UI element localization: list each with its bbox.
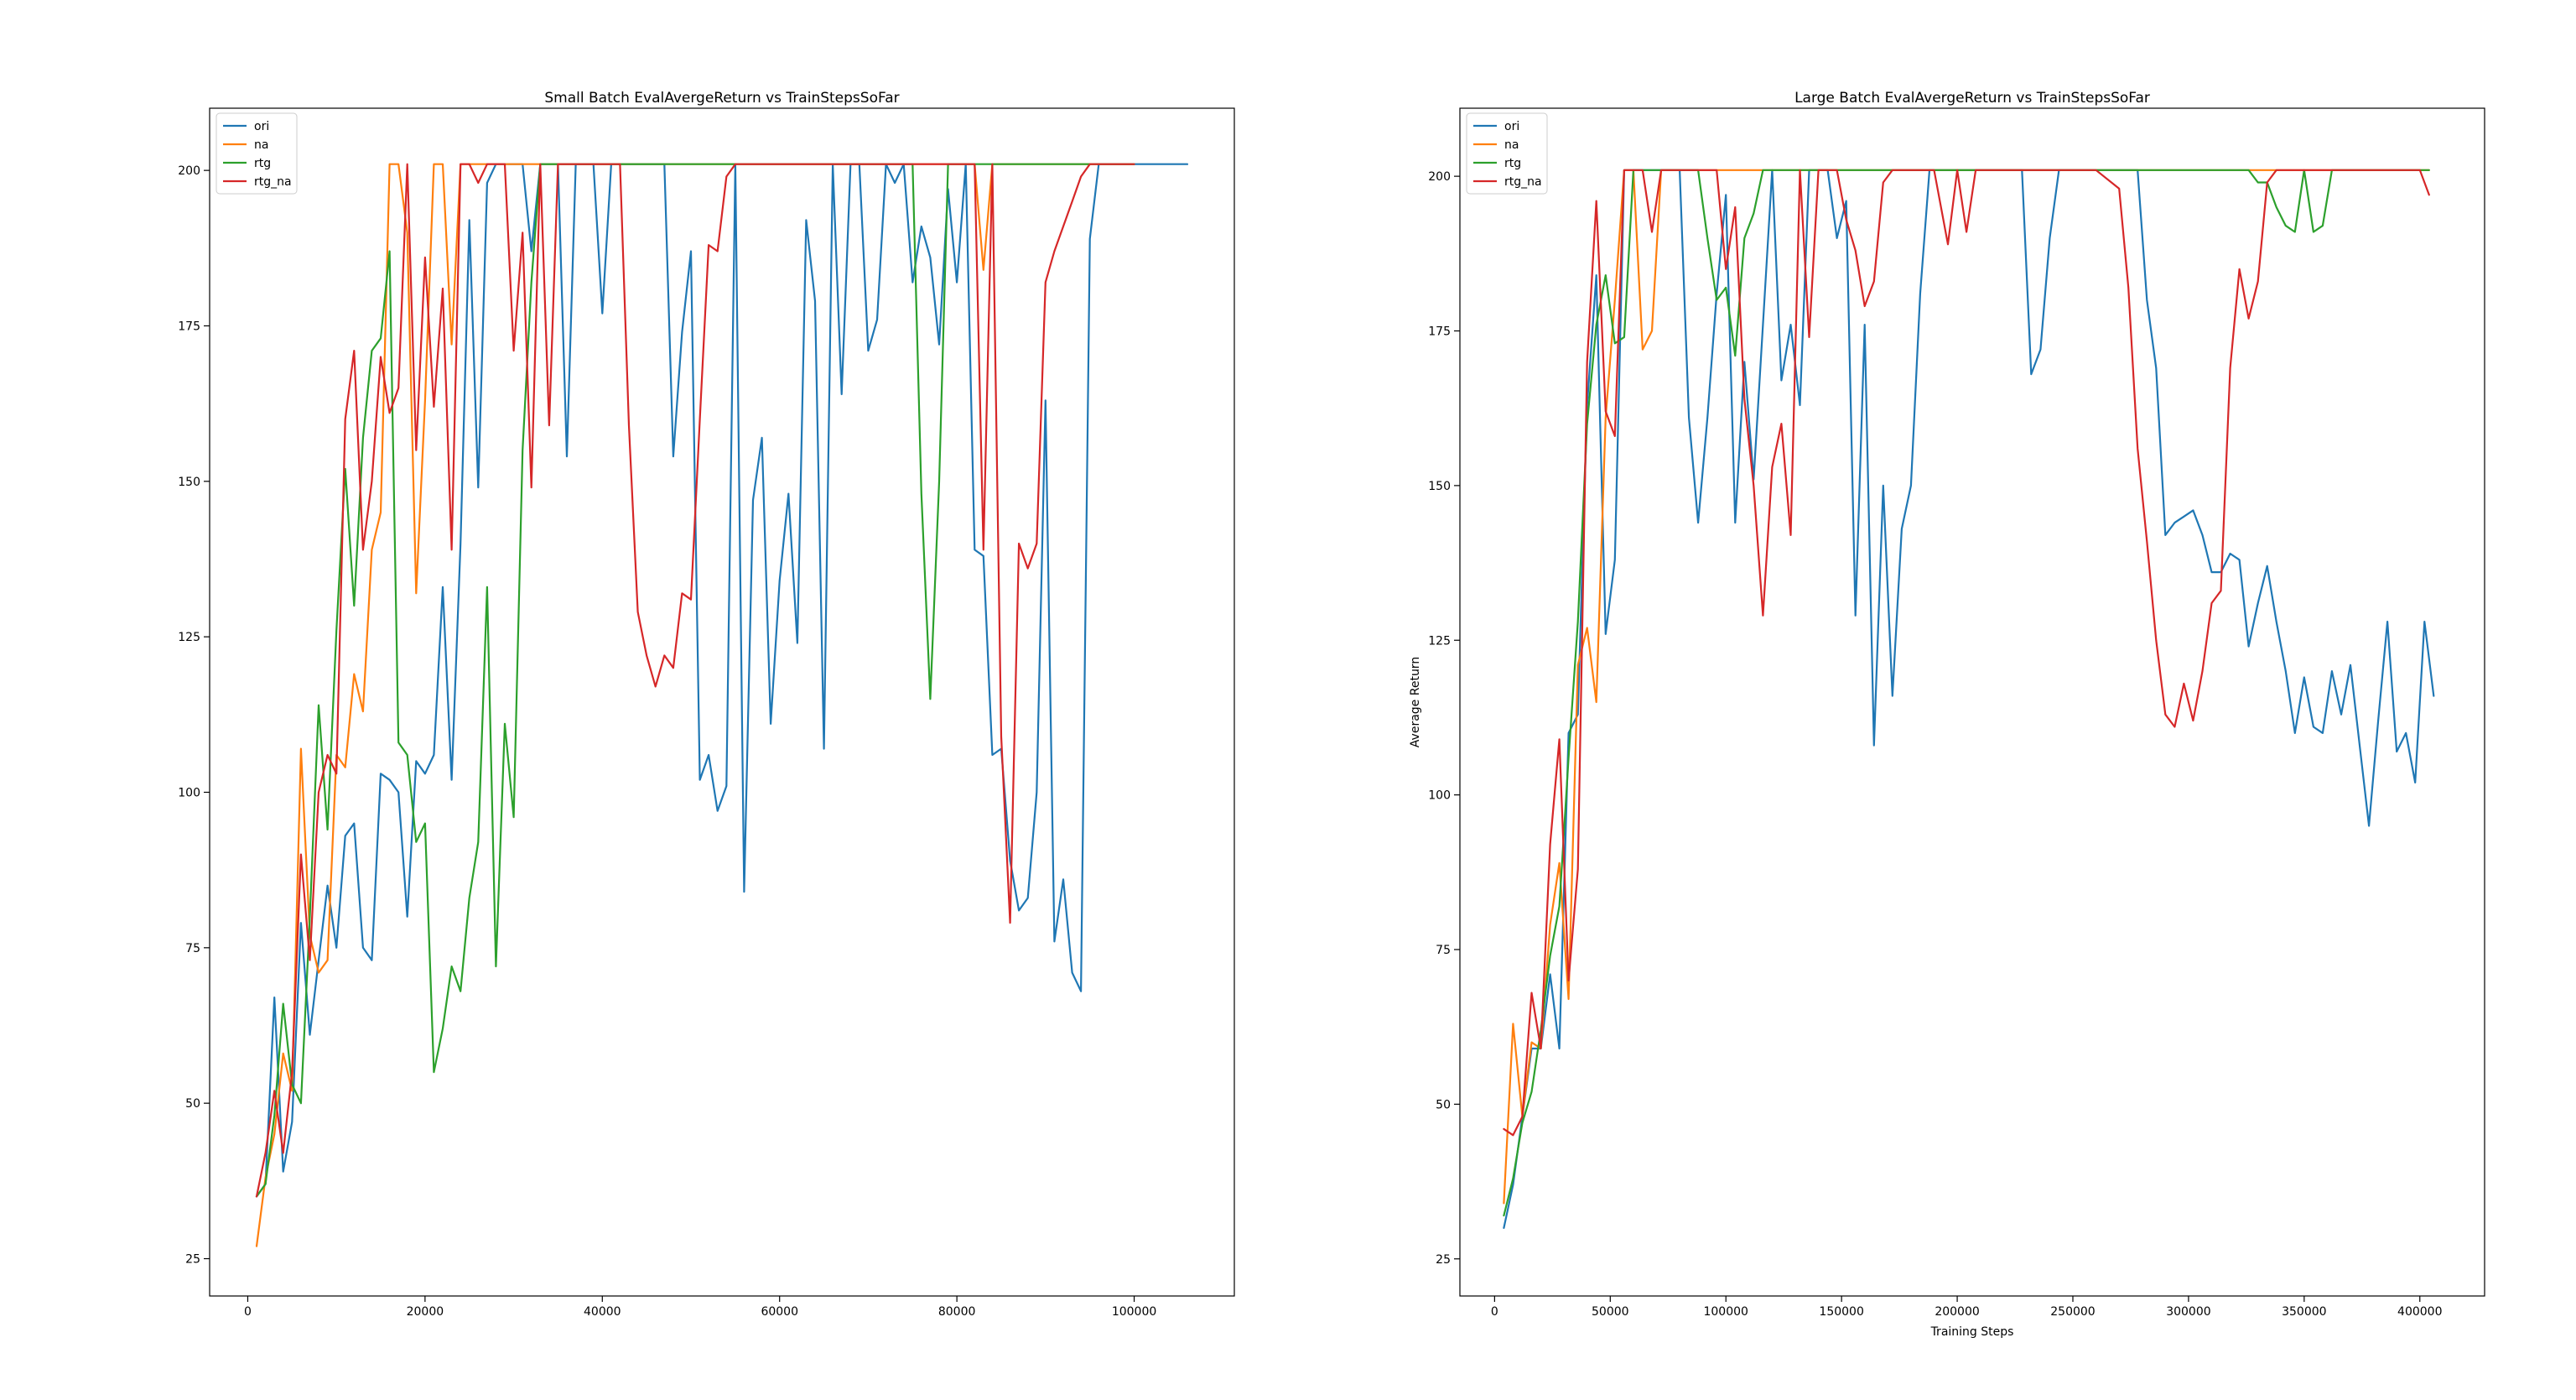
small-batch-y-tick-label: 75 [185, 942, 200, 955]
large-batch-x-tick-label: 300000 [2166, 1305, 2210, 1319]
large-batch-series-rtg-na [1503, 169, 2430, 1137]
small-batch-axes-frame [209, 107, 1235, 1297]
small-batch-x-tick-label: 20000 [407, 1305, 444, 1319]
small-batch-x-tick-label: 40000 [584, 1305, 621, 1319]
large-batch-y-tick-label: 200 [1428, 170, 1451, 184]
small-batch-chart: Small Batch EvalAvergeReturn vs TrainSte… [178, 90, 1235, 1319]
small-batch-y-tick-label: 25 [185, 1253, 200, 1267]
large-batch-y-tick-label: 100 [1428, 789, 1451, 803]
large-batch-x-tick-label: 0 [1491, 1305, 1498, 1319]
small-batch-y-tick-label: 50 [185, 1097, 200, 1111]
large-batch-x-tick-label: 250000 [2050, 1305, 2095, 1319]
large-batch-y-tick-label: 175 [1428, 325, 1451, 339]
large-batch-plot-area: 0 50000 100000 150000 200000 250000 300000 3500… [1428, 107, 2485, 1319]
small-batch-x-tick-label: 0 [244, 1305, 252, 1319]
small-batch-y-tick-label: 125 [178, 631, 200, 644]
small-batch-legend-box [216, 112, 298, 195]
large-batch-x-tick-label: 350000 [2282, 1305, 2326, 1319]
small-batch-legend: ori na rtg rtg_na [216, 112, 298, 195]
large-batch-chart-title: Large Batch EvalAvergeReturn vs TrainSte… [1794, 90, 2150, 107]
small-batch-y-tick-label: 175 [178, 320, 200, 333]
small-batch-x-tick-label: 60000 [761, 1305, 798, 1319]
small-batch-legend-label-ori: ori [254, 120, 269, 133]
small-batch-series-rtg-na [255, 163, 1135, 1198]
large-batch-legend: ori na rtg rtg_na [1466, 112, 1548, 195]
large-batch-x-tick-label: 400000 [2397, 1305, 2442, 1319]
large-batch-legend-label-na: na [1504, 138, 1519, 152]
large-batch-x-tick-label: 50000 [1592, 1305, 1629, 1319]
large-batch-legend-label-rtg-na: rtg_na [1504, 175, 1542, 189]
large-batch-legend-box [1466, 112, 1548, 195]
large-batch-x-tick-label: 150000 [1819, 1305, 1863, 1319]
small-batch-legend-label-na: na [254, 138, 268, 152]
large-batch-y-tick-label: 125 [1428, 634, 1451, 648]
small-batch-y-tick-label: 100 [178, 786, 200, 799]
large-batch-x-axis-label: Training Steps [1930, 1325, 2014, 1339]
large-batch-x-tick-label: 200000 [1935, 1305, 1979, 1319]
large-batch-y-axis-label: Average Return [1409, 657, 1422, 747]
small-batch-chart-title: Small Batch EvalAvergeReturn vs TrainSte… [544, 90, 899, 107]
small-batch-legend-label-rtg-na: rtg_na [254, 175, 292, 189]
large-batch-x-tick-label: 100000 [1703, 1305, 1748, 1319]
large-batch-axes-frame [1459, 107, 2485, 1297]
small-batch-series-rtg [255, 163, 1135, 1198]
small-batch-x-tick-label: 100000 [1112, 1305, 1156, 1319]
small-batch-y-tick-label: 200 [178, 164, 200, 178]
large-batch-chart: Large Batch EvalAvergeReturn vs TrainSte… [1409, 90, 2485, 1339]
large-batch-y-tick-label: 75 [1436, 944, 1451, 957]
small-batch-y-tick-label: 150 [178, 476, 200, 489]
large-batch-y-tick-label: 150 [1428, 480, 1451, 493]
large-batch-legend-label-ori: ori [1504, 120, 1519, 133]
small-batch-legend-label-rtg: rtg [254, 157, 271, 170]
large-batch-y-tick-label: 25 [1436, 1253, 1451, 1267]
large-batch-y-tick-label: 50 [1436, 1098, 1451, 1111]
small-batch-series-ori [255, 163, 1189, 1198]
small-batch-x-tick-label: 80000 [938, 1305, 976, 1319]
large-batch-legend-label-rtg: rtg [1504, 157, 1521, 170]
small-batch-plot-area: 0 20000 40000 60000 80000 100000 25 50 75 100 125 1… [178, 107, 1235, 1319]
large-batch-series-rtg [1503, 169, 2430, 1217]
